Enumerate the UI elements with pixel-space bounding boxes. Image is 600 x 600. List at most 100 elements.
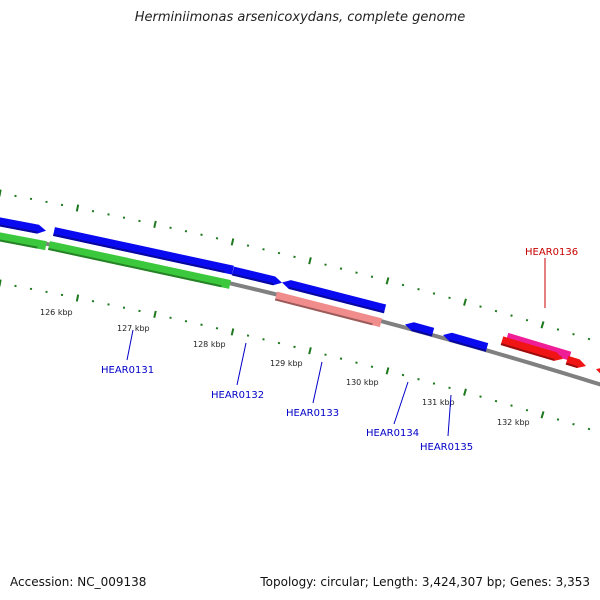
minor-tick [122, 306, 126, 309]
minor-tick [277, 251, 281, 255]
gene-arrow-hear0134-shadow [411, 329, 433, 337]
gene-arrow-blue [0, 215, 46, 234]
gene-block-hear0131-body [48, 241, 231, 289]
major-tick [385, 367, 390, 375]
minor-tick [432, 292, 436, 295]
gene-arrow-hear0135-shadow [449, 339, 487, 352]
minor-tick [448, 296, 451, 300]
minor-tick [556, 328, 560, 331]
minor-tick [215, 237, 219, 240]
kbp-label: 130 kbp [346, 378, 379, 387]
minor-tick [494, 309, 498, 313]
minor-tick [14, 284, 17, 288]
minor-tick [324, 263, 327, 266]
gene-arrow-red-2-shadow [565, 362, 578, 368]
major-tick [153, 220, 157, 228]
minor-tick [107, 213, 110, 216]
minor-tick [525, 408, 529, 412]
gene-label-hear0134: HEAR0134 [366, 428, 419, 439]
gene-arrow-hear0132-body [231, 266, 282, 286]
callout-line-hear0132 [236, 342, 247, 386]
minor-tick [45, 200, 48, 204]
major-tick [75, 294, 80, 302]
minor-tick [107, 303, 110, 306]
minor-tick [91, 300, 95, 303]
gene-arrow-red-1-body [500, 336, 564, 361]
minor-tick [293, 255, 296, 259]
gene-arrow-hear0134-body [404, 322, 435, 337]
minor-tick [184, 230, 188, 233]
minor-tick [215, 327, 219, 330]
gene-block-hear0133-body [274, 291, 383, 328]
map-title: Herminiimonas arsenicoxydans, complete g… [134, 10, 466, 25]
kbp-label: 128 kbp [193, 340, 226, 349]
minor-tick [370, 365, 374, 368]
major-tick [540, 321, 545, 329]
gene-arrow-hear0131 [53, 227, 234, 275]
minor-tick [262, 248, 265, 251]
gene-arrow-red-2 [565, 355, 586, 368]
gene-label-hear0131: HEAR0131 [101, 365, 154, 376]
kbp-label: 131 kbp [422, 398, 455, 407]
minor-tick [45, 290, 48, 294]
kbp-label: 127 kbp [117, 324, 150, 333]
gene-block-hear0131 [48, 241, 231, 289]
major-tick [308, 347, 312, 355]
major-tick [153, 310, 157, 318]
minor-tick [29, 287, 33, 291]
minor-tick [184, 320, 188, 323]
kbp-label: 126 kbp [40, 308, 73, 317]
callout-line-hear0134 [393, 381, 409, 425]
gene-label-hear0135: HEAR0135 [420, 442, 473, 453]
gene-arrow-hear0131-shadow [53, 233, 225, 273]
minor-tick [138, 219, 141, 223]
major-tick [230, 238, 235, 246]
minor-tick [60, 203, 64, 207]
minor-tick [200, 323, 203, 326]
major-tick [308, 257, 312, 265]
gene-block-green-body [0, 230, 47, 251]
major-tick [0, 189, 2, 197]
topology-label: Topology: circular; Length: 3,424,307 bp… [260, 575, 590, 589]
minor-tick [262, 338, 265, 341]
gene-block-green [0, 230, 47, 251]
kbp-label: 129 kbp [270, 359, 303, 368]
minor-tick [29, 197, 33, 201]
minor-tick [277, 341, 281, 345]
minor-tick [200, 233, 203, 236]
gene-block-green-shadow [0, 237, 38, 249]
minor-tick [572, 332, 575, 336]
minor-tick [355, 271, 358, 274]
callout-line-hear0133 [312, 361, 323, 404]
minor-tick [401, 373, 405, 377]
gene-arrow-hear0132 [231, 266, 282, 286]
gene-arrow-hear0133-body [282, 280, 387, 314]
minor-tick [246, 244, 250, 247]
major-tick [230, 328, 235, 336]
minor-tick [169, 226, 172, 229]
minor-tick [169, 316, 172, 319]
gene-arrow-hear0133-shadow [288, 286, 385, 314]
gene-arrow-hear0132-shadow [231, 273, 274, 286]
gene-arrow-hear0133 [282, 280, 387, 314]
minor-tick [510, 404, 513, 407]
minor-tick [14, 194, 17, 198]
gene-arrow-red-1 [500, 336, 564, 361]
minor-tick [122, 216, 126, 219]
minor-tick [587, 427, 591, 431]
minor-tick [479, 395, 482, 398]
major-tick [75, 204, 80, 212]
gene-arrow-red-1-shadow [500, 343, 555, 361]
minor-tick [60, 293, 64, 297]
minor-tick [339, 267, 343, 270]
minor-tick [138, 309, 141, 313]
minor-tick [293, 345, 296, 349]
gene-label-hear0133: HEAR0133 [286, 408, 339, 419]
gene-label-hear0132: HEAR0132 [211, 390, 264, 401]
outer-tick-ring [0, 189, 591, 341]
major-tick [463, 298, 467, 306]
gene-label-hear0136: HEAR0136 [525, 247, 578, 258]
minor-tick [246, 334, 250, 337]
gene-arrow-red-2-body [565, 355, 586, 368]
